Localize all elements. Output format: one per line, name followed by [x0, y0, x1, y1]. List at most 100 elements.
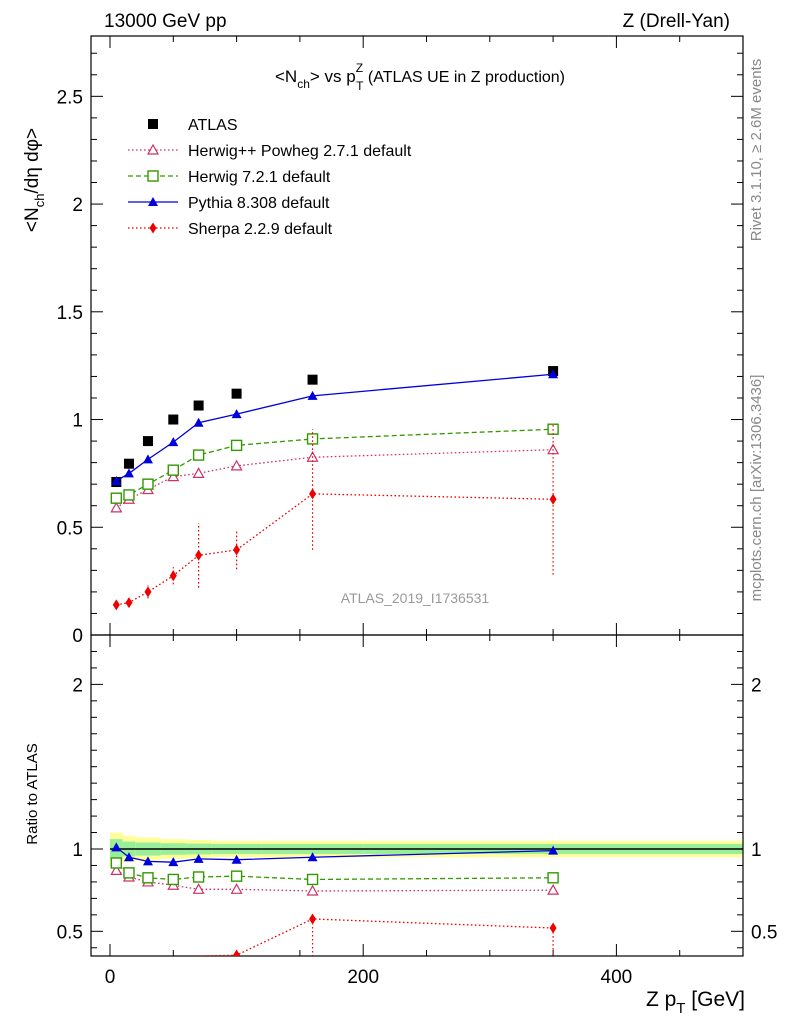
- point-herwig-7-2-1-default: [306, 433, 319, 445]
- point-herwig-7-2-1-default: [192, 449, 205, 461]
- ratio-point-herwig-7-2-1-default: [547, 872, 559, 884]
- series-line-pythia-8-308-default: [115, 373, 554, 482]
- ratio-point-herwig-7-2-1-default: [167, 873, 179, 886]
- ratio-point-pythia-8-308-default: [193, 853, 204, 863]
- point-atlas: [193, 400, 204, 411]
- ratio-point-sherpa-2-2-9-default: [309, 913, 317, 925]
- ratio-ytick-label: 0.5: [57, 922, 83, 943]
- main-ytick-label: 1: [72, 411, 83, 432]
- point-pythia-8-308-default: [307, 390, 318, 400]
- point-pythia-8-308-default: [142, 454, 153, 464]
- ratio-line-herwig-powheg-2-7-1-default: [116, 869, 554, 892]
- series-line-sherpa-2-2-9-default: [116, 493, 554, 606]
- xtick-label: 0: [105, 967, 116, 988]
- ratio-point-herwig-7-2-1-default: [123, 867, 135, 879]
- point-atlas: [168, 414, 179, 425]
- series-line-herwig-powheg-2-7-1-default: [115, 449, 554, 509]
- point-pythia-8-308-default: [548, 369, 559, 379]
- point-pythia-8-308-default: [231, 409, 242, 419]
- ratio-y-axis-label: Ratio to ATLAS: [24, 743, 41, 844]
- ratio-point-herwig-powheg-2-7-1-default: [547, 883, 560, 895]
- ratio-point-pythia-8-308-default: [231, 854, 242, 864]
- main-ytick-label: 2: [72, 195, 83, 216]
- main-ytick-label: 0: [72, 626, 83, 647]
- main-ytick-label: 2.5: [57, 87, 83, 108]
- ratio-point-pythia-8-308-default: [142, 856, 153, 866]
- point-atlas: [123, 458, 134, 469]
- watermark: ATLAS_2019_I1736531: [341, 590, 490, 606]
- ratio-ytick-label: 1: [72, 840, 83, 861]
- series-line-herwig-7-2-1-default: [116, 428, 554, 499]
- legend-marker-herwig-powheg-2-7-1-default: [146, 143, 160, 155]
- point-pythia-8-308-default: [193, 417, 204, 427]
- header-right: Z (Drell-Yan): [623, 11, 730, 32]
- legend-marker-atlas: [148, 119, 158, 129]
- mcplots-label: mcplots.cern.ch [arXiv:1306.3436]: [748, 375, 765, 602]
- y-axis-label: <Nch/dη dφ>: [22, 128, 47, 232]
- ratio-line-pythia-8-308-default: [115, 846, 554, 863]
- main-series: [110, 366, 560, 611]
- point-atlas: [231, 388, 242, 399]
- ratio-point-pythia-8-308-default: [123, 852, 134, 862]
- ratio-point-herwig-powheg-2-7-1-default: [306, 884, 319, 896]
- header-left: 13000 GeV pp: [104, 11, 227, 32]
- series-layer: [110, 366, 560, 956]
- ratio-line-sherpa-2-2-9-default: [197, 918, 554, 956]
- legend-marker-pythia-8-308-default: [148, 197, 158, 206]
- legend-label-atlas: ATLAS: [188, 117, 238, 134]
- point-herwig-7-2-1-default: [110, 492, 123, 504]
- ratio-point-pythia-8-308-default: [111, 842, 122, 852]
- point-sherpa-2-2-9-default: [549, 493, 557, 505]
- legend-label-herwig-powheg-2-7-1-default: Herwig++ Powheg 2.7.1 default: [188, 143, 412, 160]
- chart-title: <Nch> vs pZ T (ATLAS UE in Z production): [275, 61, 565, 93]
- ratio-point-pythia-8-308-default: [307, 852, 318, 862]
- ratio-ytick-label-right: 2: [751, 675, 762, 696]
- point-pythia-8-308-default: [123, 468, 134, 478]
- legend-marker-sherpa-2-2-9-default: [149, 222, 157, 234]
- main-ytick-label: 0.5: [57, 518, 83, 539]
- ratio-point-herwig-7-2-1-default: [192, 871, 205, 883]
- point-atlas: [142, 436, 153, 447]
- point-sherpa-2-2-9-default: [195, 549, 203, 561]
- ratio-ytick-label-right: 0.5: [751, 922, 777, 943]
- legend: ATLAS Herwig++ Powheg 2.7.1 default Herwig…: [128, 117, 412, 238]
- point-herwig-powheg-2-7-1-default: [230, 459, 243, 471]
- point-pythia-8-308-default: [111, 475, 122, 485]
- rivet-version-label: Rivet 3.1.10, ≥ 2.6M events: [748, 59, 765, 242]
- point-herwig-7-2-1-default: [142, 478, 154, 490]
- point-herwig-powheg-2-7-1-default: [167, 470, 180, 482]
- xtick-label: 200: [347, 967, 379, 988]
- ratio-point-herwig-7-2-1-default: [306, 873, 319, 886]
- point-sherpa-2-2-9-default: [144, 586, 152, 598]
- ratio-frame: [90, 634, 744, 957]
- ratio-point-herwig-powheg-2-7-1-default: [230, 883, 243, 894]
- point-atlas: [307, 374, 318, 385]
- ratio-point-herwig-powheg-2-7-1-default: [192, 883, 205, 894]
- point-sherpa-2-2-9-default: [233, 544, 241, 556]
- main-ytick-label: 1.5: [57, 303, 83, 324]
- ratio-point-pythia-8-308-default: [168, 857, 179, 867]
- ratio-ytick-label: 2: [72, 675, 83, 696]
- point-pythia-8-308-default: [168, 437, 179, 447]
- x-axis-label: Z pT [GeV]: [646, 988, 745, 1017]
- point-sherpa-2-2-9-default: [125, 597, 133, 609]
- ratio-point-herwig-powheg-2-7-1-default: [110, 864, 123, 876]
- ratio-ytick-label-right: 1: [751, 840, 762, 861]
- point-herwig-powheg-2-7-1-default: [110, 501, 123, 513]
- axes-frames: 0 0.5 1 1.5 2 2.5 0 200 400 0.5 0.5 1 1 2 2: [57, 35, 777, 988]
- legend-marker-herwig-7-2-1-default: [147, 170, 159, 182]
- xtick-label: 400: [601, 967, 633, 988]
- point-sherpa-2-2-9-default: [169, 570, 177, 582]
- legend-label-sherpa-2-2-9-default: Sherpa 2.2.9 default: [188, 221, 333, 238]
- point-herwig-powheg-2-7-1-default: [192, 467, 205, 478]
- ratio-line-herwig-7-2-1-default: [115, 862, 554, 881]
- point-herwig-7-2-1-default: [167, 464, 179, 476]
- point-herwig-7-2-1-default: [230, 439, 243, 452]
- point-herwig-7-2-1-default: [123, 489, 135, 501]
- ratio-point-herwig-7-2-1-default: [230, 870, 243, 882]
- point-sherpa-2-2-9-default: [309, 488, 317, 500]
- ratio-point-herwig-7-2-1-default: [142, 872, 154, 884]
- legend-label-herwig-7-2-1-default: Herwig 7.2.1 default: [188, 169, 331, 186]
